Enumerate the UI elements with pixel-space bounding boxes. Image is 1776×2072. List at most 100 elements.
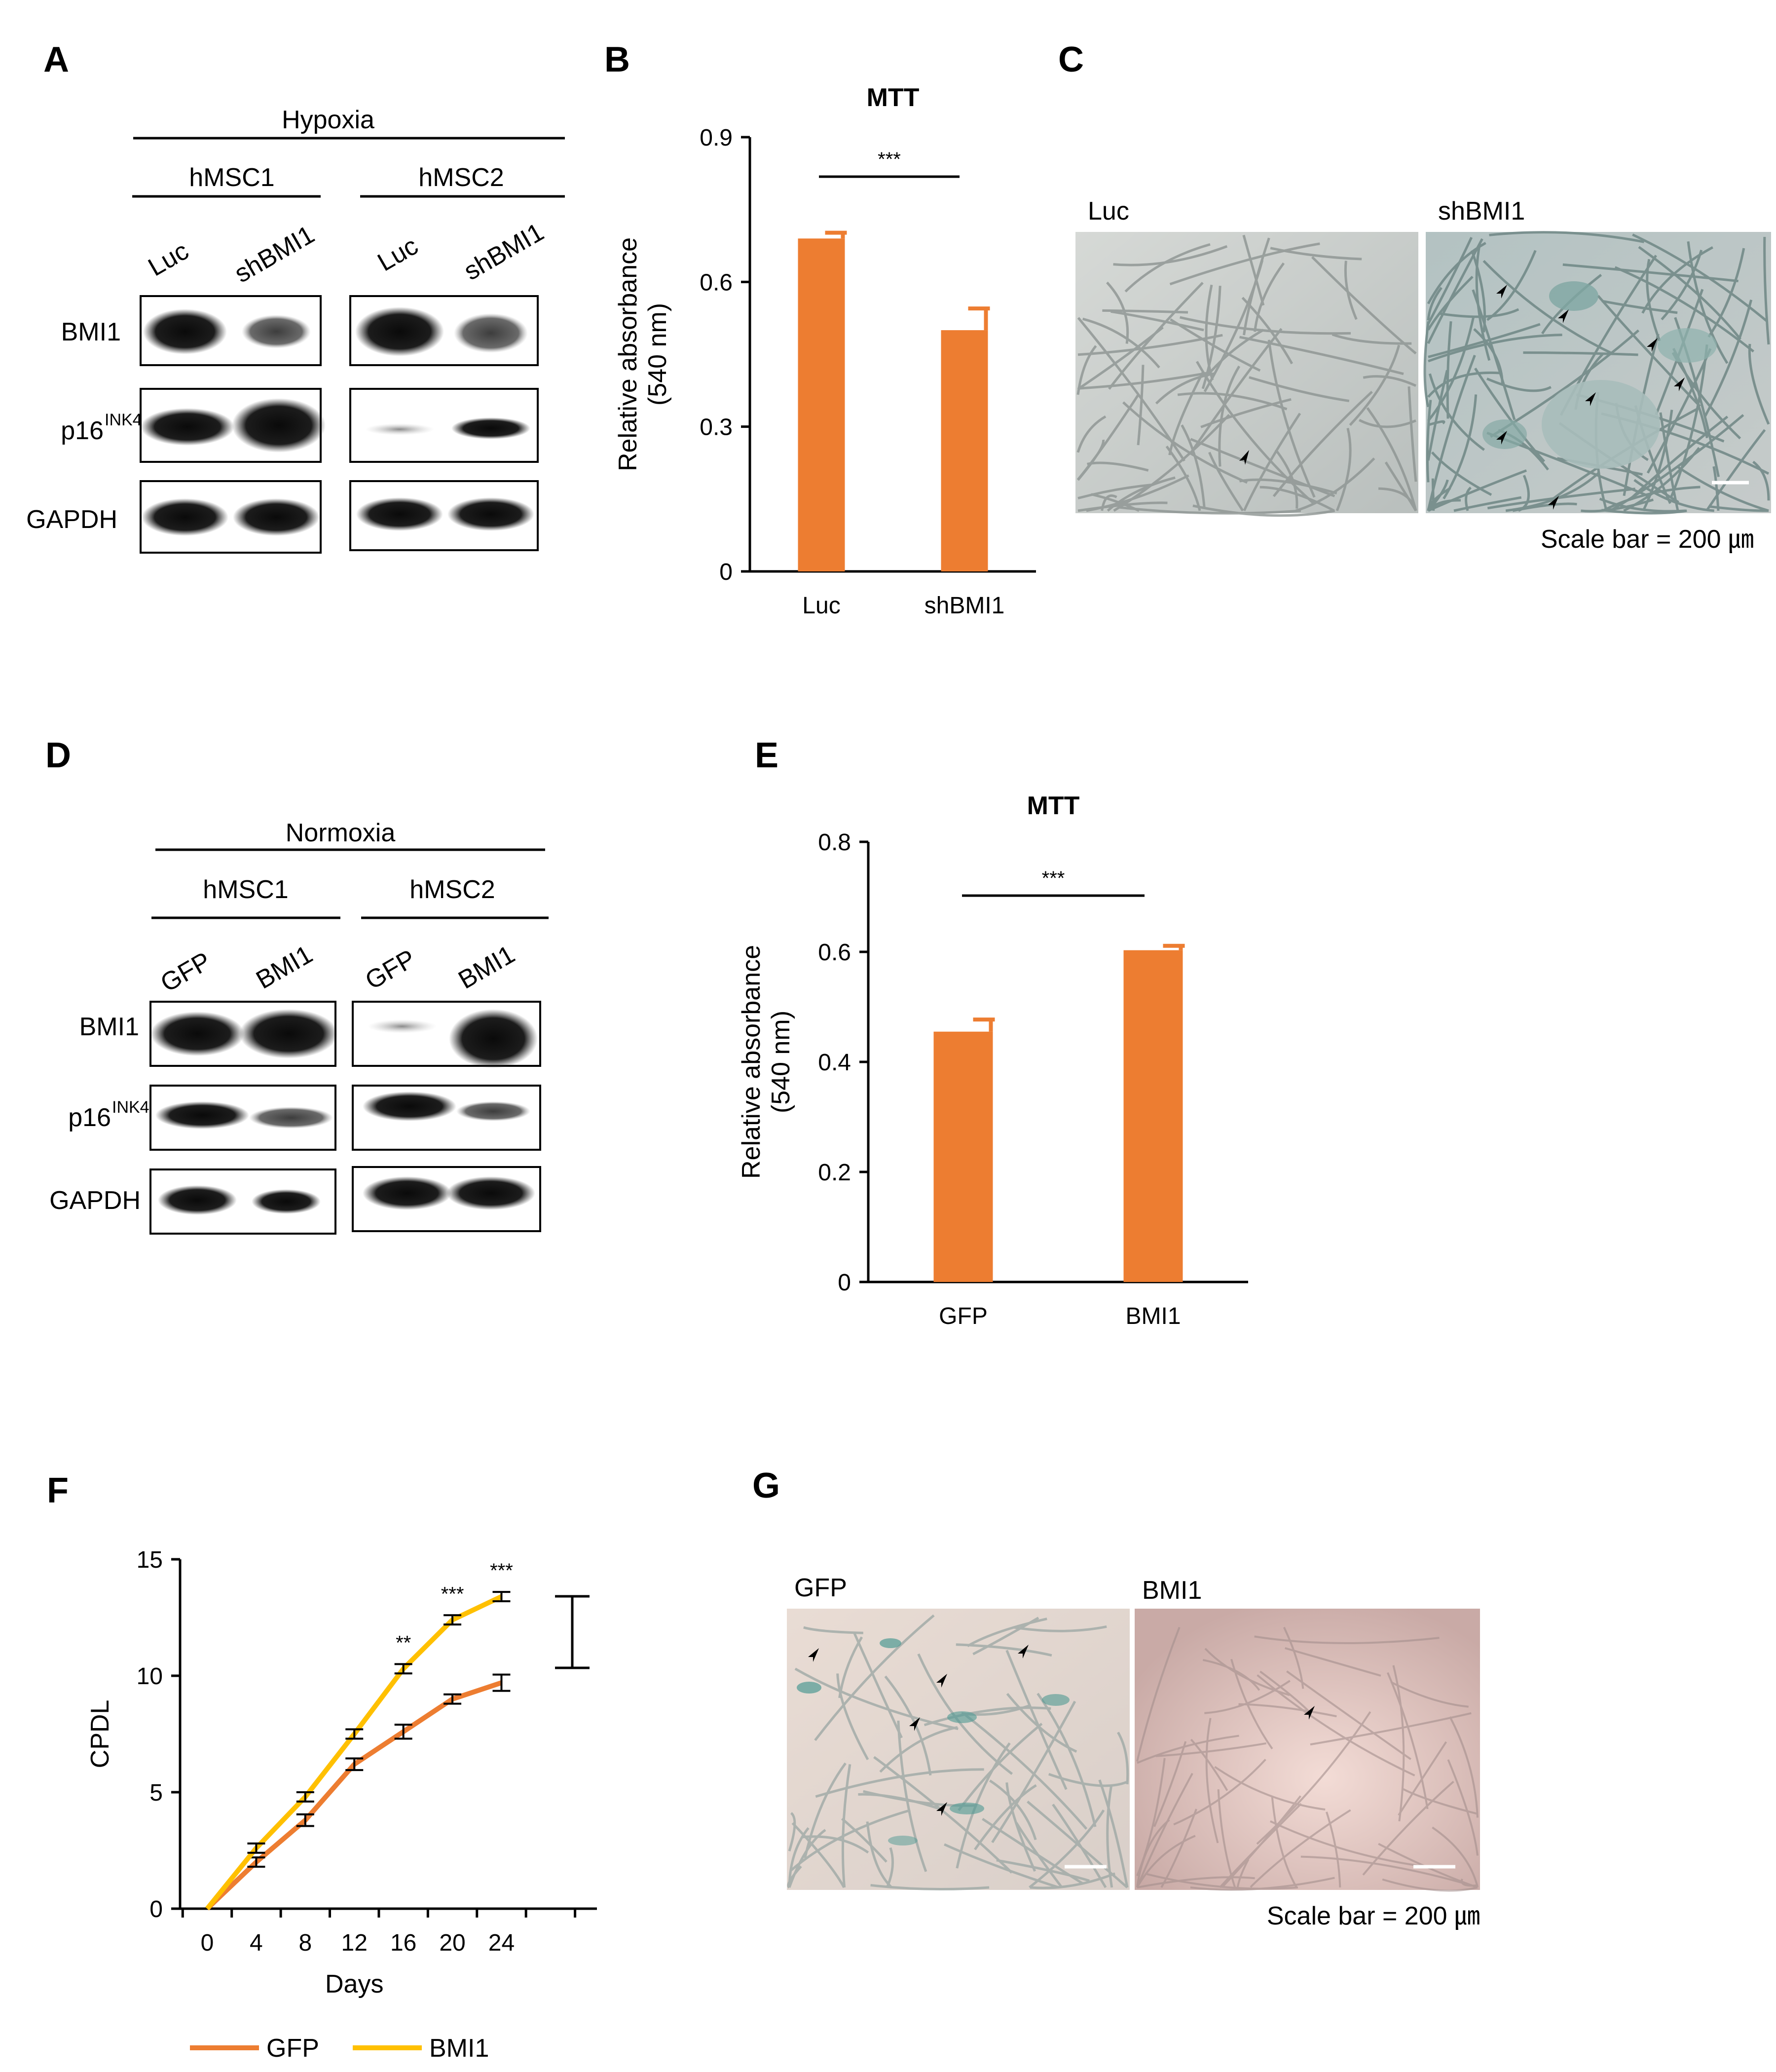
y-tick-label: 0.8: [818, 829, 851, 856]
y-axis-label: CPDL: [86, 1700, 114, 1769]
y-tick-label: 0: [149, 1896, 163, 1922]
row-label-bmi1: BMI1: [79, 1013, 139, 1041]
bar: [798, 238, 845, 571]
panel-letter-a: A: [43, 40, 69, 79]
chart-b-mtt-hypoxia: MTT 0 0.3 0.6 0.9 Luc shBMI1 Relative absorbanc…: [614, 83, 1036, 619]
x-tick-label: Luc: [802, 593, 840, 619]
row-label-gapdh: GAPDH: [49, 1186, 141, 1215]
micrograph-gfp: [787, 1609, 1130, 1890]
y-tick-label: 0.4: [818, 1050, 851, 1076]
micrograph-panel-c: Luc shBMI1 Scale bar = 200 ㎛: [1075, 197, 1771, 554]
arrowhead-icon: [808, 1648, 819, 1662]
x-tick-label: 20: [439, 1930, 465, 1956]
bar: [1123, 950, 1183, 1282]
x-axis-label: Days: [325, 1970, 383, 1998]
y-tick-label: 0.9: [700, 125, 733, 151]
panel-letter-f: F: [47, 1471, 69, 1510]
panel-letter-e: E: [755, 736, 778, 775]
x-tick-label: 16: [390, 1930, 416, 1956]
micrograph-panel-g: GFP BMI1 Scale bar = 200 ㎛: [787, 1574, 1480, 1930]
lane-label: GFP: [361, 944, 421, 995]
micrograph-label-right: BMI1: [1142, 1576, 1202, 1605]
scale-bar-text: Scale bar = 200 ㎛: [1267, 1902, 1480, 1930]
chart-e-mtt-normoxia: MTT 0 0.2 0.4 0.6 0.8 GFP BMI1 Relative absorban…: [737, 791, 1248, 1329]
y-axis-label-unit: (540 nm): [767, 1011, 795, 1113]
x-tick-label: 4: [250, 1930, 263, 1956]
significance-label: ***: [441, 1583, 464, 1605]
arrowhead-icon: [936, 1674, 947, 1688]
y-axis-label-unit: (540 nm): [643, 303, 672, 406]
x-tick-label: 0: [201, 1930, 214, 1956]
arrowhead-icon: [909, 1717, 920, 1731]
lane-label: Luc: [373, 231, 423, 277]
group-label-hmsc2: hMSC2: [409, 875, 495, 904]
group-label-hmsc1: hMSC1: [189, 163, 274, 192]
y-tick-label: 15: [137, 1547, 163, 1573]
significance-label: **: [396, 1632, 411, 1654]
chart-title: MTT: [867, 83, 920, 112]
y-tick-label: 5: [149, 1780, 163, 1806]
significance-label: ***: [878, 149, 901, 170]
y-axis-label: Relative absorbance: [614, 237, 642, 471]
lane-label: shBMI1: [459, 218, 549, 286]
y-tick-label: 0.2: [818, 1160, 851, 1186]
group-label-hmsc2: hMSC2: [418, 163, 504, 192]
bar: [941, 330, 988, 571]
y-tick-label: 0.3: [700, 414, 733, 441]
bar: [933, 1031, 993, 1282]
micrograph-label-left: GFP: [794, 1574, 847, 1602]
y-tick-label: 0: [838, 1270, 851, 1296]
lane-label: BMI1: [453, 940, 519, 995]
row-label-gapdh: GAPDH: [26, 505, 117, 534]
panel-letter-b: B: [604, 40, 630, 79]
lane-label: shBMI1: [230, 220, 320, 288]
row-label-p16: p16: [61, 416, 104, 445]
micrograph-bmi1: [1135, 1609, 1480, 1890]
arrowhead-icon: [1585, 392, 1596, 406]
row-label-p16: p16: [68, 1103, 111, 1132]
legend-label-gfp: GFP: [266, 2034, 319, 2063]
y-axis-label: Relative absorbance: [737, 945, 766, 1179]
significance-label: ***: [1042, 867, 1065, 889]
y-tick-label: 10: [137, 1663, 163, 1690]
lane-label: GFP: [156, 946, 216, 998]
micrograph-label-right: shBMI1: [1438, 197, 1525, 226]
lane-label: Luc: [144, 236, 194, 282]
arrowhead-icon: [1304, 1706, 1315, 1720]
panel-letter-g: G: [752, 1466, 780, 1506]
series-line-gfp: [205, 1680, 503, 1911]
significance-label: ***: [490, 1560, 513, 1582]
row-label-bmi1: BMI1: [61, 318, 121, 346]
y-tick-label: 0.6: [700, 269, 733, 296]
y-tick-label: 0: [719, 559, 733, 585]
x-tick-label: BMI1: [1125, 1303, 1181, 1329]
western-blot-hypoxia: Hypoxia hMSC1 hMSC2 Luc shBMI1 Luc shBMI…: [26, 106, 565, 554]
y-tick-label: 0.6: [818, 940, 851, 966]
arrowhead-icon: [1674, 377, 1685, 391]
arrowhead-icon: [1496, 431, 1507, 445]
micrograph-label-left: Luc: [1088, 197, 1129, 226]
scale-bar-text: Scale bar = 200 ㎛: [1541, 525, 1754, 554]
arrowhead-icon: [936, 1802, 947, 1816]
arrowhead-icon: [1548, 496, 1559, 510]
series-line-bmi1: [205, 1594, 503, 1911]
chart-title: MTT: [1027, 791, 1080, 820]
arrowhead-icon: [1018, 1645, 1029, 1658]
x-tick-label: 8: [298, 1930, 312, 1956]
arrowhead-icon: [1647, 338, 1658, 352]
western-blot-normoxia: Normoxia hMSC1 hMSC2 GFP BMI1 GFP BMI1 B…: [49, 819, 549, 1235]
legend-label-bmi1: BMI1: [429, 2034, 489, 2063]
x-tick-label: GFP: [939, 1303, 988, 1329]
panel-letter-d: D: [45, 736, 71, 775]
panel-letter-c: C: [1058, 40, 1084, 79]
condition-label: Normoxia: [286, 819, 396, 847]
x-tick-label: 24: [488, 1930, 515, 1956]
x-tick-label: 12: [341, 1930, 368, 1956]
condition-label: Hypoxia: [282, 106, 374, 134]
lane-label: BMI1: [251, 940, 317, 995]
arrowhead-icon: [1239, 450, 1249, 465]
group-label-hmsc1: hMSC1: [203, 875, 288, 904]
arrowhead-icon: [1558, 309, 1569, 323]
